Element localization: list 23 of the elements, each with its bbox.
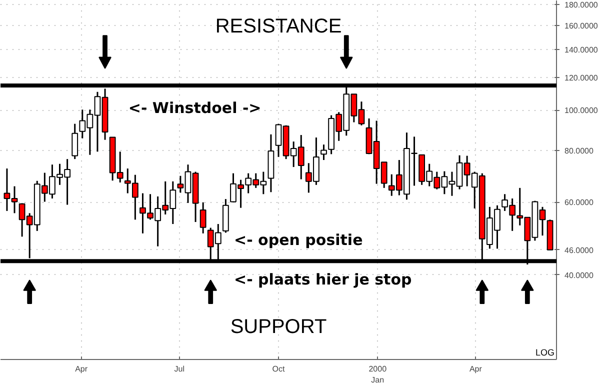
x-tick-label: Apr [75,364,88,374]
y-tick-label: 160.0000 [564,22,598,31]
annotation: <- plaats hier je stop [234,270,412,288]
annotation: <- open positie [234,230,363,249]
ref-line-label: RESISTANCE [215,16,342,38]
y-tick-label: 180.0000 [564,0,598,10]
annotation: LOG [535,348,555,358]
candlestick [320,144,327,161]
y-tick-label: 100.0000 [564,106,598,116]
candlestick [200,202,206,234]
y-tick-label: 46.0000 [564,246,594,255]
y-tick-label: 40.0000 [564,270,594,280]
y-tick-label: 60.0000 [564,198,594,208]
candlestick [72,123,78,160]
annotation: <- Winstdoel -> [128,99,262,118]
y-tick-label: 140.0000 [564,46,598,55]
legend-label: SUPPORT [230,316,327,338]
x-tick-label: Jul [174,364,185,374]
y-tick-label: 120.0000 [564,73,598,82]
y-tick-label: 80.0000 [564,146,594,156]
x-tick-label: Oct [272,364,286,374]
x-tick-label: 2000 Jan [368,364,388,384]
x-tick-label: Apr [469,364,482,374]
